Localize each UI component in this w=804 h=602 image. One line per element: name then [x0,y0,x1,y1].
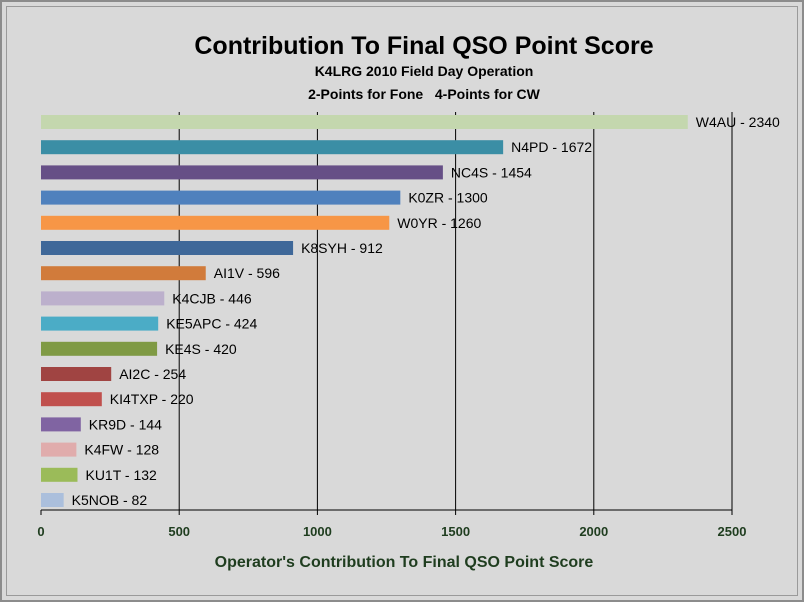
x-axis-label: Operator's Contribution To Final QSO Poi… [215,554,594,571]
data-label: AI2C - 254 [119,366,186,382]
chart-subtitle-2: 2-Points for Fone 4-Points for CW [308,86,541,102]
data-label: K5NOB - 82 [72,492,148,508]
data-label: NC4S - 1454 [451,164,532,180]
bar-w4au [41,115,688,129]
x-tick-label: 2000 [579,524,608,539]
chart-title: Contribution To Final QSO Point Score [194,32,653,60]
x-tick-label: 1500 [441,524,470,539]
bar-ki4txp [41,392,102,407]
bar-k8syh [41,241,294,255]
x-tick-label: 1000 [303,524,332,539]
x-tick-label: 500 [168,524,190,539]
data-label: W0YR - 1260 [397,215,481,231]
bar-n4pd [41,140,504,155]
bar-ai2c [41,367,112,381]
bar-ai1v [41,266,206,281]
bar-kr9d [41,417,81,432]
data-label: KR9D - 144 [89,416,162,432]
data-label: AI1V - 596 [214,265,280,281]
bar-k4cjb [41,291,165,306]
data-label: N4PD - 1672 [511,139,592,155]
bar-ku1t [41,467,78,482]
x-tick-label: 2500 [718,524,747,539]
data-label: KU1T - 132 [85,467,157,483]
chart-inner-border [6,6,798,596]
data-label: KE4S - 420 [165,341,237,357]
x-tick-label: 0 [37,524,44,539]
bar-ke5apc [41,316,159,331]
bar-w0yr [41,215,390,230]
data-label: K4CJB - 446 [172,290,252,306]
data-label: K8SYH - 912 [301,240,383,256]
bar-nc4s [41,165,443,180]
data-label: KE5APC - 424 [166,316,257,332]
data-label: KI4TXP - 220 [110,391,194,407]
bar-k5nob [41,493,64,507]
bar-k0zr [41,190,401,205]
data-label: K4FW - 128 [84,442,159,458]
bar-k4fw [41,442,77,457]
data-label: W4AU - 2340 [696,114,780,130]
data-label: K0ZR - 1300 [408,190,488,206]
bar-ke4s [41,341,158,356]
chart-subtitle-1: K4LRG 2010 Field Day Operation [315,63,534,79]
